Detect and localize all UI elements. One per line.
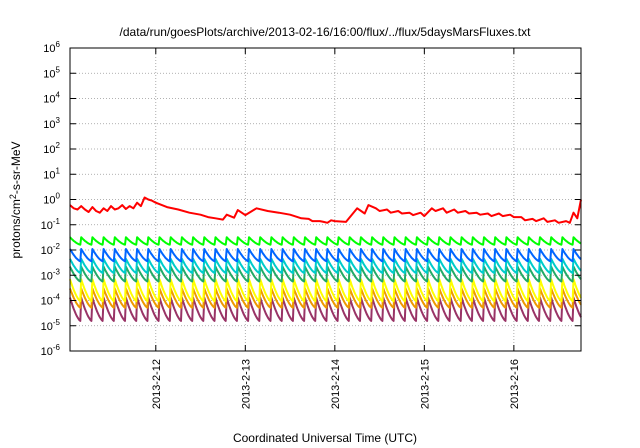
y-tick-label: 102 bbox=[43, 141, 60, 156]
x-tick-label: 2013-2-15 bbox=[419, 359, 431, 409]
y-axis-label: protons/cm2-s-sr-MeV bbox=[8, 141, 23, 258]
grid bbox=[70, 48, 581, 351]
y-tick-label: 101 bbox=[43, 166, 60, 181]
y-tick-label: 10-5 bbox=[41, 318, 61, 333]
x-axis: 2013-2-12 2013-2-13 2013-2-14 2013-2-15 2013… bbox=[151, 48, 521, 409]
y-tick-label: 100 bbox=[43, 192, 60, 207]
y-axis-label-suffix: -s-sr-MeV bbox=[9, 141, 23, 194]
y-tick-label: 10-4 bbox=[41, 293, 61, 308]
series-line-5 bbox=[69, 278, 582, 303]
x-tick-label: 2013-2-16 bbox=[509, 359, 521, 409]
y-tick-label: 10-6 bbox=[41, 343, 61, 358]
series-line-2 bbox=[69, 248, 582, 263]
y-tick-label: 104 bbox=[43, 91, 60, 106]
series-line-1 bbox=[69, 236, 582, 246]
x-tick-label: 2013-2-12 bbox=[151, 359, 163, 409]
y-tick-label: 103 bbox=[43, 116, 60, 131]
chart-title: /data/run/goesPlots/archive/2013-02-16/1… bbox=[120, 25, 532, 39]
x-axis-label: Coordinated Universal Time (UTC) bbox=[233, 431, 417, 445]
y-tick-label: 10-1 bbox=[41, 217, 61, 232]
y-axis-label-superscript: 2 bbox=[8, 194, 18, 199]
series-line-0 bbox=[69, 196, 582, 224]
y-tick-label: 10-2 bbox=[41, 242, 61, 257]
series-line-4 bbox=[69, 265, 582, 283]
x-tick-label: 2013-2-13 bbox=[240, 359, 252, 409]
y-axis-label-prefix: protons/cm bbox=[9, 199, 23, 258]
y-tick-label: 105 bbox=[43, 65, 60, 80]
series-line-3 bbox=[69, 257, 582, 274]
series-line-7 bbox=[69, 296, 582, 322]
series-line-6 bbox=[69, 287, 582, 309]
x-tick-label: 2013-2-14 bbox=[330, 359, 342, 409]
series-group bbox=[69, 196, 582, 322]
y-tick-label: 10-3 bbox=[41, 267, 61, 282]
y-axis: 10-6 10-5 10-4 10-3 10-2 10-1 100 101 102 103 104 1… bbox=[41, 40, 581, 358]
y-tick-label: 106 bbox=[43, 40, 60, 55]
